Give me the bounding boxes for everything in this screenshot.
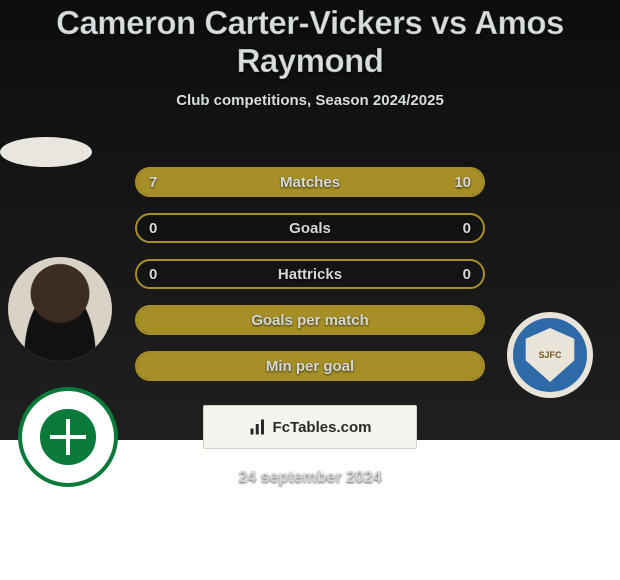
comparison-body: SJFC 710Matches 00Goals 00Hattricks Goals p… [0, 137, 620, 487]
stat-label: Hattricks [137, 261, 483, 287]
stat-row: 00Goals [135, 213, 485, 243]
stat-row: 00Hattricks [135, 259, 485, 289]
source-logo-text: FcTables.com [273, 419, 372, 436]
stat-row: 710Matches [135, 167, 485, 197]
comparison-card: Cameron Carter-Vickers vs Amos Raymond C… [0, 0, 620, 440]
stat-rows: 710Matches 00Goals 00Hattricks Goals per ma… [135, 167, 485, 381]
avatar-icon [8, 257, 112, 361]
page-subtitle: Club competitions, Season 2024/2025 [0, 92, 620, 109]
source-logo: FcTables.com [203, 405, 417, 449]
stat-label: Goals per match [137, 307, 483, 333]
player-left-photo [8, 257, 112, 361]
stat-label: Goals [137, 215, 483, 241]
stat-row: Goals per match [135, 305, 485, 335]
page-title: Cameron Carter-Vickers vs Amos Raymond [0, 4, 620, 80]
club-right-badge: SJFC [500, 305, 600, 405]
bar-chart-icon [249, 418, 267, 436]
stat-label: Min per goal [137, 353, 483, 379]
st-johnstone-badge-icon: SJFC [507, 312, 593, 398]
stat-row: Min per goal [135, 351, 485, 381]
celtic-badge-icon [18, 387, 118, 487]
club-left-badge [18, 387, 118, 487]
player-right-photo [0, 137, 92, 167]
stat-label: Matches [137, 169, 483, 195]
